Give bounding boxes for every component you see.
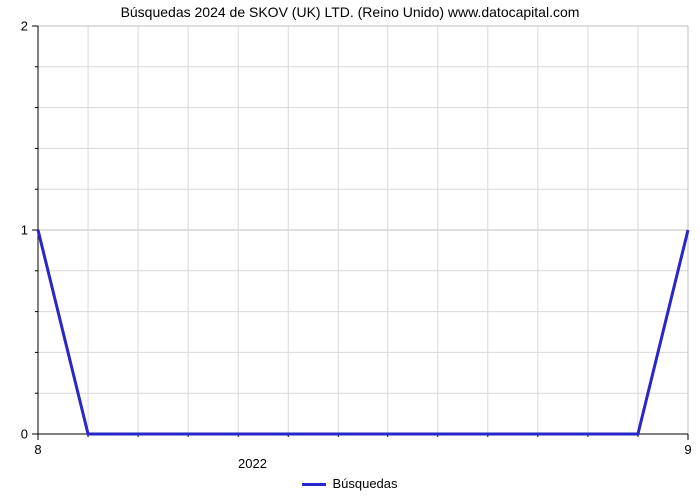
- y-tick-label: 2: [0, 19, 28, 34]
- legend: Búsquedas: [0, 476, 700, 491]
- chart-container: Búsquedas 2024 de SKOV (UK) LTD. (Reino …: [0, 0, 700, 500]
- legend-line-icon: [302, 483, 326, 486]
- chart-title: Búsquedas 2024 de SKOV (UK) LTD. (Reino …: [0, 4, 700, 20]
- chart-svg: [38, 26, 688, 446]
- y-tick-label: 1: [0, 223, 28, 238]
- x-center-label: 2022: [238, 456, 267, 471]
- x-tick-label: 9: [684, 442, 691, 457]
- x-tick-label: 8: [34, 442, 41, 457]
- y-tick-label: 0: [0, 427, 28, 442]
- legend-label: Búsquedas: [332, 476, 397, 491]
- plot-area: [38, 26, 688, 434]
